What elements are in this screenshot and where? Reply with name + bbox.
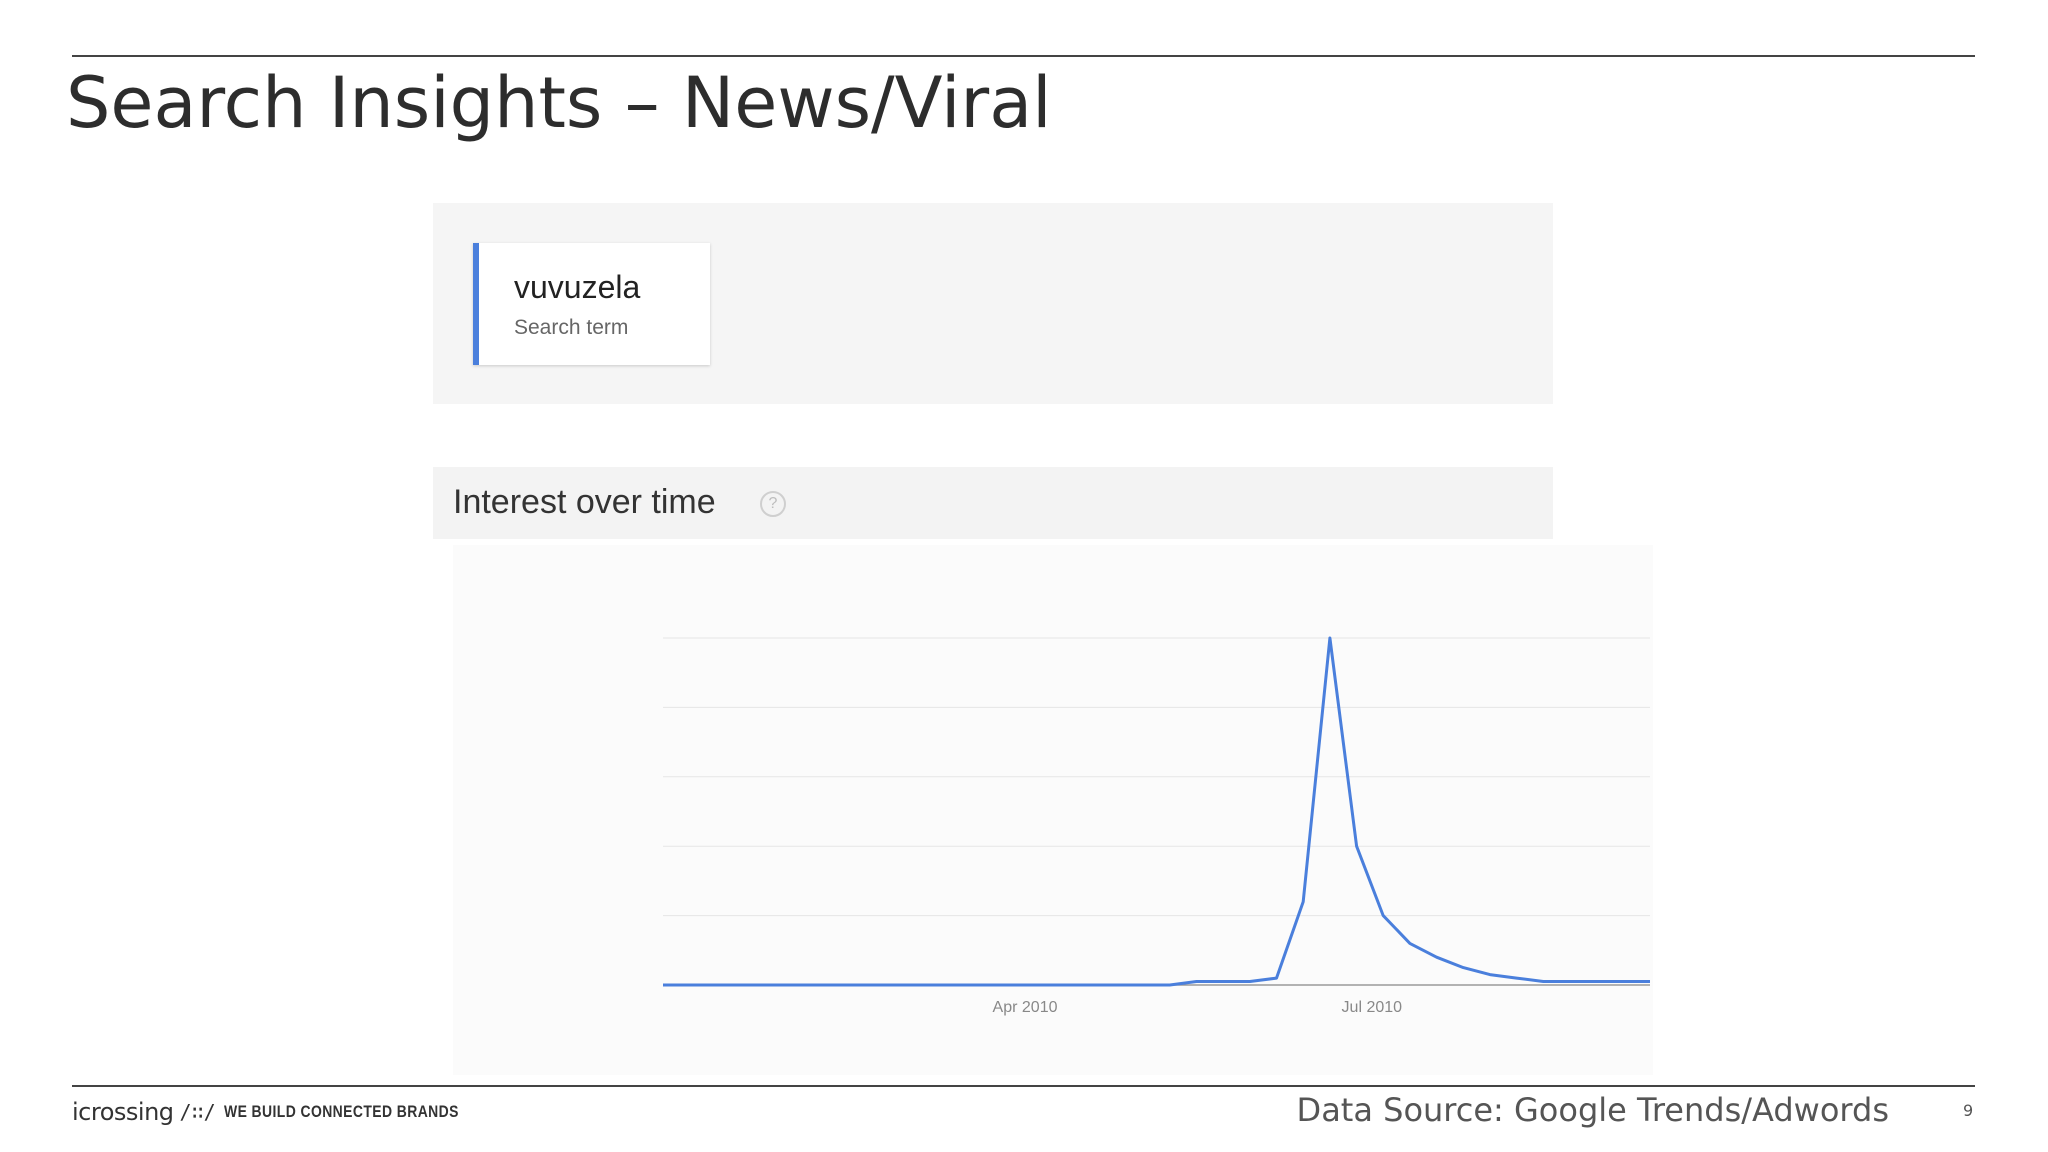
data-point[interactable] <box>1617 976 1629 988</box>
data-point[interactable] <box>1351 840 1363 852</box>
data-point[interactable] <box>1217 976 1229 988</box>
data-point[interactable] <box>817 979 829 991</box>
x-tick-label: Jul 2010 <box>1342 999 1403 1016</box>
data-point[interactable] <box>1111 979 1123 991</box>
data-point[interactable] <box>1057 979 1069 991</box>
data-point[interactable] <box>1431 951 1443 963</box>
x-tick-label: Apr 2010 <box>993 999 1058 1016</box>
data-point[interactable] <box>977 979 989 991</box>
data-point[interactable] <box>1564 976 1576 988</box>
logo-tagline: WE BUILD CONNECTED BRANDS <box>223 1102 459 1121</box>
data-point[interactable] <box>1191 976 1203 988</box>
series-line-vuvuzela[interactable] <box>663 636 1650 987</box>
data-point[interactable] <box>1537 976 1549 988</box>
data-point[interactable] <box>1084 979 1096 991</box>
data-point[interactable] <box>1244 976 1256 988</box>
data-point[interactable] <box>1004 979 1016 991</box>
data-point[interactable] <box>1031 979 1043 991</box>
data-point[interactable] <box>1297 896 1309 908</box>
data-point[interactable] <box>924 979 936 991</box>
logo-symbol: /∷/ <box>179 1100 216 1124</box>
data-point[interactable] <box>1271 972 1283 984</box>
data-source-note: Data Source: Google Trends/Adwords <box>1296 1091 1889 1129</box>
data-point[interactable] <box>1591 976 1603 988</box>
data-point[interactable] <box>1484 969 1496 981</box>
data-point[interactable] <box>1324 632 1336 644</box>
data-point[interactable] <box>710 979 722 991</box>
data-point[interactable] <box>1137 979 1149 991</box>
data-point[interactable] <box>844 979 856 991</box>
data-point[interactable] <box>1511 972 1523 984</box>
data-point[interactable] <box>790 979 802 991</box>
data-point[interactable] <box>684 979 696 991</box>
bottom-rule <box>72 1085 1975 1087</box>
data-point[interactable] <box>1404 937 1416 949</box>
interest-over-time-header: Interest over time ? <box>433 467 1553 539</box>
data-point[interactable] <box>657 979 669 991</box>
page-number: 9 <box>1963 1101 1974 1120</box>
interest-line-chart: Apr 2010 Jul 2010 <box>657 632 1650 1016</box>
data-point[interactable] <box>950 979 962 991</box>
slide-title: Search Insights – News/Viral <box>66 62 1052 144</box>
data-point[interactable] <box>1377 910 1389 922</box>
top-rule <box>72 55 1975 57</box>
interest-over-time-title: Interest over time <box>453 483 716 521</box>
interest-chart-area: Apr 2010 Jul 2010 <box>453 545 1653 1075</box>
question-circle-icon[interactable]: ? <box>760 491 786 517</box>
search-term-panel: vuvuzela Search term <box>433 203 1553 404</box>
logo-wordmark: icrossing <box>72 1098 174 1126</box>
search-term-name: vuvuzela <box>514 269 641 305</box>
data-point[interactable] <box>1457 962 1469 974</box>
data-point[interactable] <box>897 979 909 991</box>
data-point[interactable] <box>1164 979 1176 991</box>
search-term-subtitle: Search term <box>514 316 629 339</box>
data-point[interactable] <box>737 979 749 991</box>
search-term-card[interactable]: vuvuzela Search term <box>473 243 710 365</box>
icrossing-logo: icrossing /∷/ WE BUILD CONNECTED BRANDS <box>72 1098 510 1126</box>
data-point[interactable] <box>764 979 776 991</box>
data-point[interactable] <box>870 979 882 991</box>
